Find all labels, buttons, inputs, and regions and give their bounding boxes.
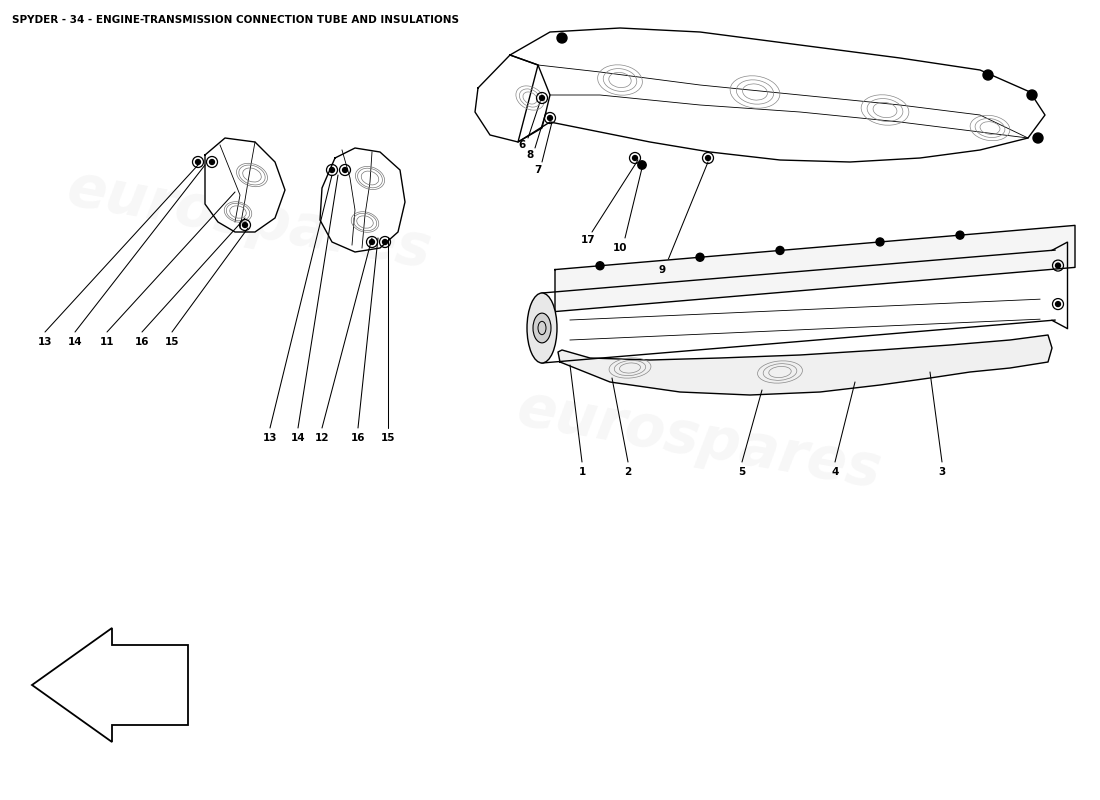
Circle shape — [776, 246, 784, 254]
Polygon shape — [205, 138, 285, 232]
Text: 16: 16 — [351, 433, 365, 443]
Text: 8: 8 — [527, 150, 534, 160]
Text: 17: 17 — [581, 235, 595, 245]
Circle shape — [209, 159, 214, 165]
Ellipse shape — [527, 293, 557, 363]
Circle shape — [956, 231, 964, 239]
Circle shape — [876, 238, 884, 246]
Circle shape — [383, 239, 387, 245]
Circle shape — [370, 239, 374, 245]
Text: 9: 9 — [659, 265, 666, 275]
Text: 3: 3 — [938, 467, 946, 477]
Circle shape — [1033, 133, 1043, 143]
Text: SPYDER - 34 - ENGINE-TRANSMISSION CONNECTION TUBE AND INSULATIONS: SPYDER - 34 - ENGINE-TRANSMISSION CONNEC… — [12, 15, 459, 25]
Text: 15: 15 — [381, 433, 395, 443]
Circle shape — [596, 262, 604, 270]
Polygon shape — [556, 226, 1075, 311]
Text: 2: 2 — [625, 467, 631, 477]
Text: eurospares: eurospares — [514, 380, 887, 500]
Text: 6: 6 — [518, 140, 526, 150]
Polygon shape — [510, 28, 1045, 162]
Circle shape — [242, 222, 248, 227]
Text: 13: 13 — [263, 433, 277, 443]
Circle shape — [638, 161, 646, 170]
Text: 1: 1 — [579, 467, 585, 477]
Circle shape — [342, 167, 348, 173]
Text: 12: 12 — [315, 433, 329, 443]
Circle shape — [330, 167, 334, 173]
Polygon shape — [475, 55, 550, 142]
Text: 5: 5 — [738, 467, 746, 477]
Text: 14: 14 — [290, 433, 306, 443]
Circle shape — [539, 95, 544, 101]
Circle shape — [1056, 263, 1060, 268]
Text: eurospares: eurospares — [64, 160, 437, 280]
Circle shape — [1027, 90, 1037, 100]
Text: 14: 14 — [68, 337, 82, 347]
Text: 11: 11 — [100, 337, 114, 347]
Text: 16: 16 — [134, 337, 150, 347]
Circle shape — [557, 33, 566, 43]
Text: 13: 13 — [37, 337, 53, 347]
Text: 15: 15 — [165, 337, 179, 347]
Circle shape — [196, 159, 200, 165]
Polygon shape — [320, 148, 405, 252]
Circle shape — [632, 155, 638, 161]
Circle shape — [696, 254, 704, 262]
Circle shape — [1056, 302, 1060, 306]
Text: 10: 10 — [613, 243, 627, 253]
Polygon shape — [558, 335, 1052, 395]
Circle shape — [983, 70, 993, 80]
Text: 7: 7 — [535, 165, 541, 175]
Text: 4: 4 — [832, 467, 838, 477]
Circle shape — [548, 115, 552, 121]
Ellipse shape — [534, 313, 551, 343]
Circle shape — [705, 155, 711, 161]
